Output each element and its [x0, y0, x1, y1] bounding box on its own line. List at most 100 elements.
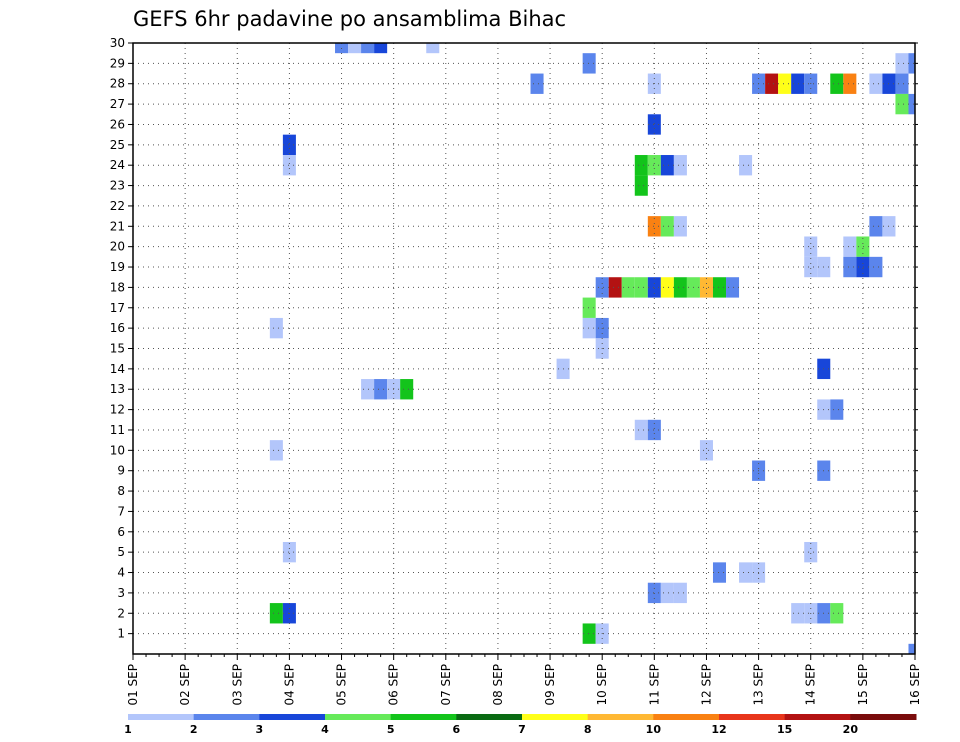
precip-cell	[282, 134, 296, 156]
precip-cell	[582, 297, 596, 318]
y-tick-label: 28	[110, 77, 125, 91]
y-tick-label: 6	[117, 525, 125, 539]
precip-cell	[647, 155, 661, 176]
colorbar-label: 15	[777, 723, 792, 736]
colorbar-label: 10	[646, 723, 662, 736]
colorbar-swatch	[784, 714, 851, 720]
colorbar-swatch	[390, 714, 457, 720]
precip-cell	[856, 256, 870, 278]
precip-cell	[699, 277, 713, 298]
precip-cell	[673, 155, 687, 176]
y-tick-label: 11	[110, 423, 125, 437]
x-tick-label: 10 SEP	[595, 664, 609, 706]
precip-cell	[830, 73, 844, 94]
y-tick-label: 5	[117, 545, 125, 559]
precip-cell	[647, 582, 661, 604]
precip-cell	[582, 53, 596, 74]
precip-cell	[269, 603, 283, 624]
cells-layer	[269, 43, 915, 654]
y-tick-label: 23	[110, 179, 125, 193]
precip-cell	[739, 562, 753, 583]
precip-cell	[647, 277, 661, 298]
precip-cell	[647, 114, 661, 135]
precip-cell	[634, 277, 648, 298]
y-tick-label: 12	[110, 403, 125, 417]
precip-cell	[673, 216, 687, 237]
precip-cell	[712, 562, 727, 583]
x-tick-label: 15 SEP	[856, 664, 870, 706]
precip-cell	[869, 256, 883, 278]
precip-cell	[765, 73, 779, 94]
y-tick-label: 15	[110, 342, 125, 356]
precip-cell	[348, 43, 362, 54]
colorbar-swatch	[719, 714, 786, 720]
precip-cell	[908, 93, 915, 115]
y-tick-label: 1	[117, 627, 125, 641]
precip-cell	[426, 43, 440, 54]
colorbar-label: 1	[124, 723, 132, 736]
precip-cell	[660, 216, 674, 237]
x-tick-label: 08 SEP	[491, 664, 505, 706]
x-tick-label: 03 SEP	[230, 664, 244, 706]
y-tick-label: 25	[110, 138, 125, 152]
precip-cell	[582, 317, 596, 339]
y-tick-label: 13	[110, 382, 125, 396]
precip-cell	[400, 379, 414, 400]
precip-cell	[660, 277, 674, 298]
colorbar-swatch	[850, 714, 917, 720]
y-tick-label: 22	[110, 199, 125, 213]
colorbar-label: 5	[387, 723, 395, 736]
x-tick-label: 11 SEP	[647, 664, 661, 706]
precip-cell	[634, 419, 648, 441]
x-tick-label: 12 SEP	[699, 664, 713, 706]
y-tick-label: 10	[110, 443, 125, 457]
chart-title: GEFS 6hr padavine po ansamblima Bihac	[133, 7, 566, 31]
precip-cell	[869, 216, 883, 237]
y-tick-label: 19	[110, 260, 125, 274]
precip-cell	[895, 93, 909, 115]
precip-cell	[647, 216, 661, 237]
y-tick-label: 20	[110, 240, 125, 254]
x-tick-label: 16 SEP	[908, 664, 922, 706]
precip-cell	[869, 73, 883, 94]
precip-cell	[895, 73, 909, 94]
precip-cell	[269, 440, 283, 461]
x-axis: 01 SEP 02 SEP 03 SEP 04 SEP 05 SEP 06 SEP 07 S…	[126, 654, 922, 706]
colorbar-label: 3	[256, 723, 264, 736]
precip-cell	[908, 53, 915, 74]
colorbar-label: 12	[711, 723, 726, 736]
precip-cell	[282, 541, 296, 563]
precip-cell	[830, 399, 844, 420]
x-tick-label: 09 SEP	[543, 664, 557, 706]
precip-cell	[595, 277, 609, 298]
y-tick-label: 7	[117, 504, 125, 518]
y-tick-label: 16	[110, 321, 125, 335]
precip-cell	[791, 73, 805, 94]
colorbar-label: 7	[518, 723, 526, 736]
y-tick-label: 24	[110, 158, 125, 172]
precip-cell	[804, 256, 818, 278]
precip-cell	[660, 155, 674, 176]
precip-cell	[712, 277, 727, 298]
y-tick-label: 21	[110, 219, 125, 233]
y-tick-label: 14	[110, 362, 125, 376]
precip-cell	[843, 73, 857, 94]
precip-cell	[361, 379, 375, 400]
precip-cell	[830, 603, 844, 624]
x-tick-label: 05 SEP	[335, 664, 349, 706]
y-tick-label: 17	[110, 301, 125, 315]
y-tick-label: 8	[117, 484, 125, 498]
colorbar-label: 6	[453, 723, 461, 736]
colorbar-swatch	[193, 714, 260, 720]
x-tick-label: 14 SEP	[804, 664, 818, 706]
y-tick-label: 2	[117, 606, 125, 620]
x-tick-label: 07 SEP	[439, 664, 453, 706]
precip-cell	[843, 236, 857, 257]
colorbar: 1 2 3 4 5 6 7 8 10 12 15 20	[124, 714, 917, 736]
y-tick-label: 27	[110, 97, 125, 111]
precip-cell	[699, 440, 713, 461]
x-tick-label: 06 SEP	[387, 664, 401, 706]
precip-cell	[843, 256, 857, 278]
colorbar-swatch	[522, 714, 589, 720]
